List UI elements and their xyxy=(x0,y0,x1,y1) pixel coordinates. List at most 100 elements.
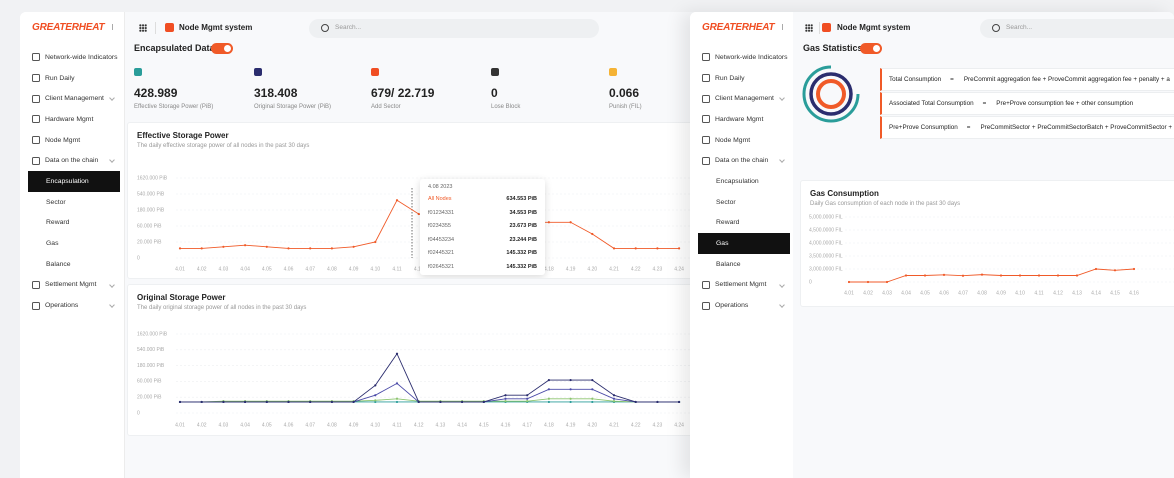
stat-value: 0 xyxy=(491,86,498,100)
search-icon xyxy=(321,24,329,32)
nav-subitem[interactable]: Sector xyxy=(46,198,66,206)
search-box[interactable]: Search... xyxy=(980,19,1174,38)
data-point xyxy=(678,247,681,250)
toggle[interactable] xyxy=(860,43,882,54)
x-tick-label: 4.19 xyxy=(566,266,576,272)
y-tick-label: 180.000 PiB xyxy=(137,207,165,213)
nav-subitem[interactable]: Gas xyxy=(698,233,790,254)
data-point xyxy=(999,274,1003,277)
nav-item[interactable]: Operations xyxy=(20,295,124,316)
series-line xyxy=(180,352,680,403)
data-point xyxy=(980,273,984,276)
formula-name: Associated Total Consumption xyxy=(889,100,974,107)
y-tick-label: 0 xyxy=(137,255,140,261)
nav: Network-wide Indicators Run Daily Client M… xyxy=(20,47,124,316)
nav-subitem[interactable]: Reward xyxy=(716,219,740,227)
data-point xyxy=(591,400,594,404)
chart: 5,000.0000 FIL 4,500.0000 FIL 4,000.0000 F… xyxy=(809,214,1174,296)
formula-op: = xyxy=(982,100,987,107)
tooltip-name: All Nodes xyxy=(428,196,452,202)
x-tick-label: 4.02 xyxy=(863,290,873,296)
system-name[interactable]: Node Mgmt system xyxy=(179,23,253,32)
nav-item[interactable]: Node Mgmt xyxy=(690,130,794,151)
x-tick-label: 4.05 xyxy=(262,266,272,272)
nav-item[interactable]: Data on the chain xyxy=(20,150,124,171)
series-line xyxy=(180,382,680,403)
nav-item[interactable]: Data on the chain xyxy=(690,150,794,171)
x-tick-label: 4.09 xyxy=(349,266,359,272)
nav: Network-wide Indicators Run Daily Client M… xyxy=(690,47,794,316)
chart: 1620.000 PiB 540.000 PiB 180.000 PiB 60.000… xyxy=(137,331,700,428)
data-point xyxy=(222,400,225,404)
toggle[interactable] xyxy=(211,43,233,54)
brand: GREATERHEAT xyxy=(702,22,775,33)
search-box[interactable]: Search... xyxy=(309,19,599,38)
data-point xyxy=(569,378,572,382)
stat-label: Punish (FIL) xyxy=(609,104,642,110)
x-tick-label: 4.05 xyxy=(262,422,272,428)
tooltip-name: f02645321 xyxy=(428,263,454,270)
data-point xyxy=(417,400,420,404)
nav-item[interactable]: Operations xyxy=(690,295,794,316)
data-point xyxy=(1094,267,1098,271)
nav-item[interactable]: Network-wide Indicators xyxy=(20,47,124,68)
tooltip-row: f01234331 34.553 PiB xyxy=(428,210,537,220)
data-point xyxy=(634,400,637,404)
x-tick-label: 4.20 xyxy=(587,266,597,272)
stat-value: 428.989 xyxy=(134,86,178,100)
system-name[interactable]: Node Mgmt system xyxy=(837,23,911,32)
stat-value: 0.066 xyxy=(609,86,640,100)
x-tick-label: 4.23 xyxy=(653,266,663,272)
data-point xyxy=(526,397,529,400)
nav-item[interactable]: Run Daily xyxy=(690,68,794,89)
x-tick-label: 4.13 xyxy=(1072,290,1082,296)
formula-name: Pre+Prove Consumption xyxy=(889,124,958,131)
nav-item[interactable]: Network-wide Indicators xyxy=(690,47,794,68)
data-point xyxy=(504,394,507,397)
formula-row: Total Consumption = PreCommit aggregation … xyxy=(880,68,1174,91)
left-window: GREATERHEAT Network-wide Indicators Run D… xyxy=(20,12,700,478)
chart-card: 5,000.0000 FIL 4,500.0000 FIL 4,000.0000 F… xyxy=(800,180,1174,307)
nav-item[interactable]: Settlement Mgmt xyxy=(690,275,794,296)
data-point xyxy=(569,400,572,404)
nav-subitem[interactable]: Encapsulation xyxy=(28,171,120,192)
x-tick-label: 4.09 xyxy=(996,290,1006,296)
apps-icon[interactable] xyxy=(805,24,813,32)
x-tick-label: 4.09 xyxy=(349,422,359,428)
data-point xyxy=(591,378,594,382)
nav-item[interactable]: Node Mgmt xyxy=(20,130,124,151)
nav-subitem[interactable]: Sector xyxy=(716,198,736,206)
nav-subitem[interactable]: Encapsulation xyxy=(716,177,759,185)
data-point xyxy=(591,388,594,391)
nav-item[interactable]: Client Management xyxy=(20,88,124,109)
tooltip-value: 145.332 PiB xyxy=(506,263,537,270)
data-point xyxy=(569,397,572,400)
collapse-icon[interactable] xyxy=(782,24,789,30)
collapse-icon[interactable] xyxy=(112,24,119,30)
nav-subitem[interactable]: Reward xyxy=(46,219,70,227)
y-tick-label: 0 xyxy=(809,279,812,285)
nav-subitem[interactable]: Balance xyxy=(46,260,71,268)
nav-subitem[interactable]: Balance xyxy=(716,260,741,268)
data-point xyxy=(200,247,203,250)
apps-icon[interactable] xyxy=(139,24,147,32)
nav-item[interactable]: Hardware Mgmt xyxy=(690,109,794,130)
tooltip-value: 23.673 PiB xyxy=(509,223,537,229)
y-tick-label: 4,000.0000 FIL xyxy=(809,240,843,246)
tooltip-name: f0234355 xyxy=(428,223,451,229)
divider xyxy=(819,22,820,34)
stat: 0.066 Punish (FIL) xyxy=(609,68,642,110)
nav-item[interactable]: Hardware Mgmt xyxy=(20,109,124,130)
nav-subitem[interactable]: Gas xyxy=(46,240,59,248)
x-tick-label: 4.05 xyxy=(920,290,930,296)
x-tick-label: 4.19 xyxy=(566,422,576,428)
data-point xyxy=(439,400,442,404)
data-point xyxy=(265,245,268,248)
x-tick-label: 4.21 xyxy=(609,266,619,272)
data-point xyxy=(178,400,182,404)
nav-item[interactable]: Client Management xyxy=(690,88,794,109)
nav-item[interactable]: Settlement Mgmt xyxy=(20,275,124,296)
data-point xyxy=(904,274,908,277)
nav-item[interactable]: Run Daily xyxy=(20,68,124,89)
data-point xyxy=(352,400,355,404)
